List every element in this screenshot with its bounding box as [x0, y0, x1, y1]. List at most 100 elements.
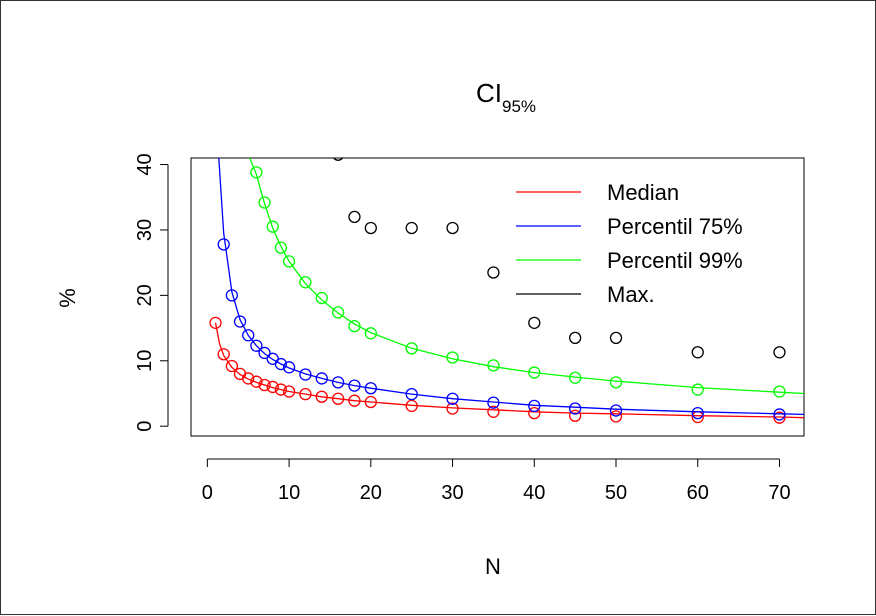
series-1-point-12 — [348, 379, 361, 392]
series-3-point-5 — [487, 266, 500, 279]
series-2-point-10 — [405, 342, 418, 355]
series-2-point-17 — [773, 385, 786, 398]
series-2-point-6 — [315, 291, 328, 305]
legend: Median Percentil 75% Percentil 99% Max. — [516, 180, 743, 307]
x-tick-label-4: 40 — [523, 482, 545, 504]
series-3-point-4 — [446, 221, 459, 235]
series-3-point-3 — [405, 221, 418, 235]
series-2-line — [249, 158, 804, 395]
series-0-point-6 — [258, 378, 271, 392]
series-1-point-20 — [691, 406, 704, 420]
plot-area — [190, 157, 805, 437]
x-tick-label-6: 60 — [687, 482, 709, 504]
series-1-point-9 — [299, 368, 312, 381]
series-3-point-7 — [568, 331, 582, 345]
series-0-point-8 — [274, 383, 288, 396]
series-2-point-13 — [528, 366, 541, 379]
x-tick-label-3: 30 — [441, 482, 463, 504]
series-1-point-21 — [773, 408, 786, 421]
series-3-point-0 — [332, 158, 344, 161]
x-tick-label-0: 0 — [202, 482, 213, 504]
series-0-point-10 — [299, 387, 312, 401]
x-tick-label-7: 70 — [768, 482, 790, 504]
series-0-point-16 — [446, 402, 459, 415]
series-3-point-10 — [773, 346, 786, 359]
legend-label-1: Percentil 75% — [607, 214, 743, 239]
series-2-point-11 — [446, 351, 459, 364]
series-3-point-9 — [691, 346, 704, 359]
y-axis-title: % — [55, 288, 80, 308]
series-1-point-8 — [282, 361, 296, 374]
series-1-point-2 — [233, 315, 247, 328]
series-2-point-7 — [331, 306, 345, 319]
series-0-point-5 — [250, 375, 263, 388]
series-1-point-13 — [364, 382, 377, 395]
series-0 — [209, 316, 804, 424]
series-1-point-15 — [446, 392, 459, 405]
series-1-point-16 — [487, 396, 500, 409]
x-axis-title: N — [485, 554, 501, 579]
series-2-point-16 — [691, 383, 704, 396]
series-0-line — [214, 322, 804, 419]
series-2-point-3 — [274, 241, 288, 254]
series-0-point-15 — [405, 399, 418, 413]
series-2-point-5 — [299, 276, 312, 289]
series-1-point-17 — [528, 399, 541, 413]
legend-label-2: Percentil 99% — [607, 248, 743, 273]
series-1 — [217, 158, 804, 421]
series-2 — [249, 158, 804, 398]
y-tick-label-2: 20 — [134, 284, 156, 306]
series-1-point-5 — [258, 346, 271, 360]
series-0-point-12 — [331, 392, 345, 405]
y-axis: 0 10 20 30 40 — [134, 153, 169, 432]
series-2-point-15 — [609, 376, 623, 389]
series-0-point-19 — [568, 409, 582, 422]
series-0-point-13 — [348, 394, 361, 407]
series-2-point-2 — [266, 220, 279, 233]
y-tick-label-0: 0 — [134, 421, 156, 432]
series-2-point-12 — [487, 359, 500, 372]
legend-label-0: Median — [607, 180, 679, 205]
series-0-point-0 — [209, 316, 222, 329]
chart-title: CI95% — [476, 78, 536, 116]
series-1-point-18 — [568, 402, 582, 415]
series-0-point-17 — [487, 405, 500, 418]
series-1-point-0 — [217, 238, 230, 251]
x-tick-label-5: 50 — [605, 482, 627, 504]
series-1-point-4 — [250, 339, 263, 352]
series-3 — [332, 158, 786, 359]
chart-title-main: CI — [476, 78, 502, 108]
series-0-point-9 — [282, 385, 296, 398]
y-tick-label-1: 10 — [134, 350, 156, 372]
legend-label-3: Max. — [607, 282, 655, 307]
series-1-point-10 — [315, 372, 328, 385]
series-2-point-8 — [348, 319, 361, 333]
series-1-line — [218, 158, 804, 416]
series-0-point-22 — [773, 411, 786, 424]
series-1-point-19 — [609, 404, 623, 417]
series-2-point-9 — [364, 327, 377, 340]
series-2-point-1 — [258, 196, 271, 209]
series-0-point-1 — [217, 348, 230, 361]
x-tick-label-2: 20 — [360, 482, 382, 504]
y-tick-label-4: 40 — [134, 153, 156, 175]
series-3-point-6 — [528, 316, 541, 329]
series-1-point-11 — [331, 376, 345, 389]
series-3-point-2 — [364, 221, 377, 235]
series-0-point-7 — [266, 380, 279, 394]
series-1-point-1 — [225, 289, 239, 302]
series-0-point-2 — [225, 359, 239, 373]
series-0-point-14 — [364, 395, 377, 409]
series-1-point-7 — [274, 357, 288, 371]
series-0-point-11 — [315, 390, 328, 403]
series-2-point-14 — [568, 371, 582, 384]
series-0-point-4 — [242, 372, 255, 385]
series-2-point-0 — [250, 166, 263, 179]
series-0-point-18 — [528, 406, 541, 420]
x-axis: 0 10 20 30 40 50 60 70 — [202, 458, 791, 504]
series-3-point-1 — [348, 210, 361, 224]
chart-title-subscript: 95% — [502, 97, 536, 116]
series-layer — [209, 158, 804, 424]
